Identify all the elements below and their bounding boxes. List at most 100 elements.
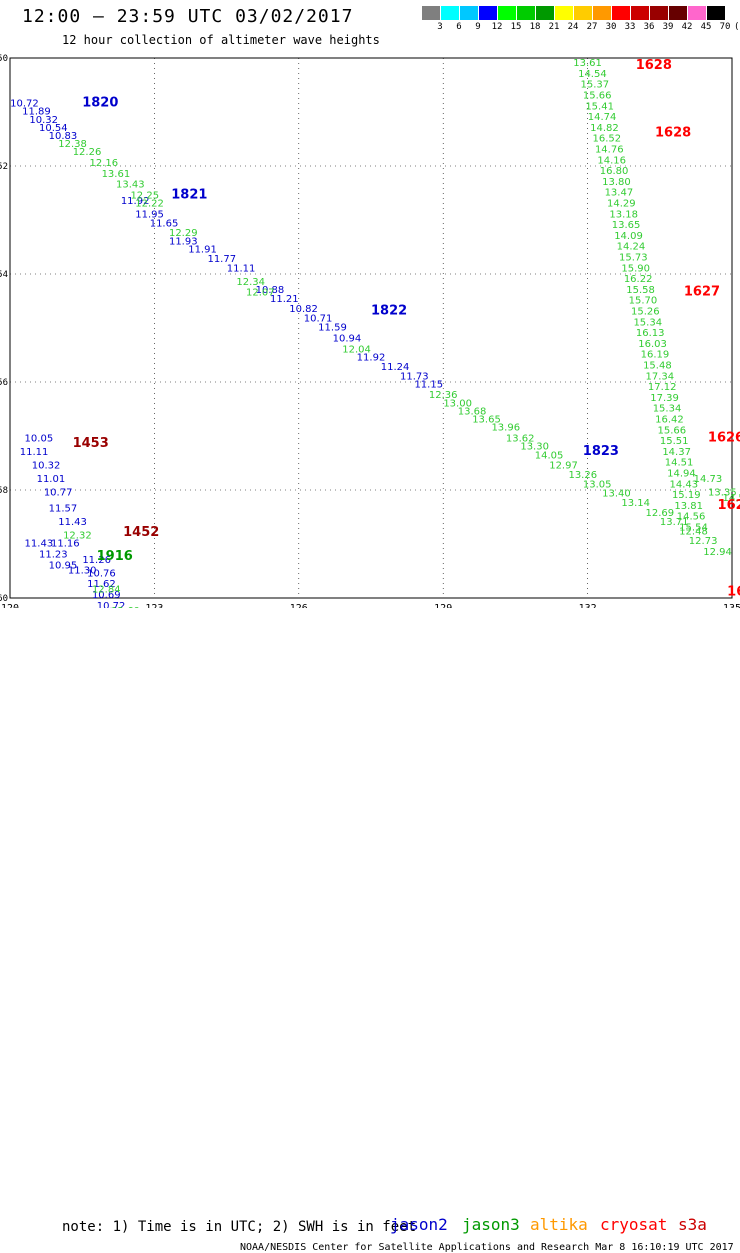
jason3-wave-height: 13.18 bbox=[609, 209, 638, 220]
scale-label: 3 bbox=[437, 22, 443, 32]
jason3-wave-height: 15.19 bbox=[672, 490, 701, 501]
jason3-wave-height: 15.26 bbox=[631, 307, 660, 318]
jason3-wave-height: 16.42 bbox=[655, 415, 684, 426]
jason3-wave-height: 15.51 bbox=[660, 436, 689, 447]
scale-label: 39 bbox=[662, 22, 674, 32]
jason3-wave-height: 15.48 bbox=[643, 361, 672, 372]
jason3-wave-height: 13.61 bbox=[573, 58, 602, 69]
plot-frame bbox=[9, 57, 733, 599]
jason3-wave-height: 13.40 bbox=[602, 488, 631, 499]
pass-id-label: 1625 bbox=[727, 584, 740, 599]
jason2-wave-height: 11.23 bbox=[39, 550, 68, 561]
jason3-wave-height: 15.58 bbox=[626, 285, 655, 296]
jason3-wave-height: 12.16 bbox=[90, 158, 119, 169]
jason2-wave-height: 11.21 bbox=[270, 294, 299, 305]
jason3-wave-height: 15.66 bbox=[583, 91, 612, 102]
jason3-wave-height: 12.32 bbox=[63, 531, 92, 542]
jason3-wave-height: 15.34 bbox=[633, 317, 662, 328]
altimeter-plot: 120 123 126 129 132 135 -50 -52 -54 -56 -58 -60 10.… bbox=[0, 54, 740, 608]
jason3-wave-height: 12.22 bbox=[135, 199, 164, 210]
jason3-wave-height: 13.81 bbox=[674, 501, 703, 512]
y-tick-label: -58 bbox=[0, 486, 8, 496]
scale-label: 9 bbox=[475, 22, 481, 32]
scale-label: 24 bbox=[567, 22, 579, 32]
jason3-wave-height: 13.14 bbox=[621, 498, 650, 509]
jason2-wave-height: 11.01 bbox=[37, 474, 66, 485]
jason3-wave-height: 12.69 bbox=[645, 508, 674, 519]
scale-swatch bbox=[612, 6, 630, 20]
jason3-wave-height: 12.25 bbox=[130, 190, 159, 201]
pass-labels: 1820182118221823182191619171453145216281… bbox=[73, 58, 740, 599]
jason3-wave-height: 15.70 bbox=[629, 296, 658, 307]
jason2-wave-height: 11.11 bbox=[20, 447, 49, 458]
jason2-wave-height: 11.43 bbox=[25, 539, 54, 550]
jason3-wave-height: 14.29 bbox=[607, 199, 636, 210]
jason3-wave-height: 13.80 bbox=[602, 177, 631, 188]
jason3-wave-height: 17.12 bbox=[648, 382, 677, 393]
pass-id-label: 1452 bbox=[123, 525, 159, 540]
jason3-wave-height: 15.90 bbox=[621, 263, 650, 274]
jason2-wave-height: 11.16 bbox=[51, 539, 80, 550]
pass-id-label: 1822 bbox=[371, 304, 407, 319]
jason3-wave-height: 17.39 bbox=[650, 393, 679, 404]
jason3-wave-height: 13.62 bbox=[506, 433, 535, 444]
jason3-wave-height: 13.43 bbox=[116, 180, 145, 191]
scale-swatch bbox=[422, 6, 440, 20]
jason3-wave-height: 13.00 bbox=[443, 398, 472, 409]
jason2-wave-height: 10.88 bbox=[256, 285, 285, 296]
scale-swatch bbox=[460, 6, 478, 20]
jason3-wave-height: 12.26 bbox=[73, 147, 102, 158]
y-tick-label: -56 bbox=[0, 378, 8, 388]
x-tick-label: 123 bbox=[145, 603, 163, 608]
pass-id-label: 1626 bbox=[708, 430, 740, 445]
scale-swatch bbox=[555, 6, 573, 20]
jason3-wave-height: 14.05 bbox=[535, 451, 564, 462]
jason2-wave-height: 10.94 bbox=[333, 334, 362, 345]
footer: note: 1) Time is in UTC; 2) SWH is in fe… bbox=[0, 608, 740, 1253]
jason2-wave-height: 10.95 bbox=[49, 560, 78, 571]
jason2-wave-height: 11.89 bbox=[22, 107, 51, 118]
scale-label: 36 bbox=[643, 22, 655, 32]
x-tick-label: 129 bbox=[434, 603, 452, 608]
scale-label: 18 bbox=[529, 22, 541, 32]
jason2-wave-height: 11.26 bbox=[82, 555, 111, 566]
scale-swatch bbox=[593, 6, 611, 20]
jason2-wave-height: 10.72 bbox=[10, 99, 39, 110]
legend-jason2: jason2 bbox=[390, 1215, 448, 1234]
jason3-wave-height: 15.54 bbox=[679, 523, 708, 534]
scale-label: 42 bbox=[681, 22, 693, 32]
scale-swatch bbox=[479, 6, 497, 20]
jason3-wave-height: 16.13 bbox=[636, 328, 665, 339]
jason3-wave-height: 16.80 bbox=[600, 166, 629, 177]
jason2-wave-height: 11.65 bbox=[150, 218, 179, 229]
scale-label: 12 bbox=[491, 22, 503, 32]
pass-id-label: 1821 bbox=[171, 187, 207, 202]
pass-id-label: 1453 bbox=[73, 436, 109, 451]
jason3-wave-height: 16.22 bbox=[624, 274, 653, 285]
jason3-wave-height: 16.19 bbox=[641, 350, 670, 361]
jason3-wave-height: 13.71 bbox=[660, 517, 689, 528]
legend-jason3: jason3 bbox=[462, 1215, 520, 1234]
jason2-wave-height: 11.57 bbox=[49, 504, 78, 515]
jason3-wave-height: 12.38 bbox=[58, 139, 87, 150]
scale-label: 6 bbox=[456, 22, 462, 32]
jason2-wave-height: 11.91 bbox=[188, 244, 217, 255]
scale-swatch bbox=[517, 6, 535, 20]
jason3-wave-height: 12.97 bbox=[549, 460, 578, 471]
jason3-wave-height: 12.48 bbox=[679, 526, 708, 537]
jason3-wave-height: 13.96 bbox=[491, 423, 520, 434]
jason3-wave-height: 14.73 bbox=[694, 474, 723, 485]
jason3-wave-height: 14.82 bbox=[590, 123, 619, 134]
jason3-wave-height: 16.52 bbox=[593, 134, 622, 145]
credit-line: NOAA/NESDIS Center for Satellite Applica… bbox=[240, 1242, 734, 1253]
jason3-wave-height: 15.41 bbox=[585, 101, 614, 112]
jason2-wave-height: 10.83 bbox=[49, 131, 78, 142]
jason3-wave-height: 14.74 bbox=[588, 112, 617, 123]
jason2-wave-height: 11.43 bbox=[58, 517, 87, 528]
units-note: note: 1) Time is in UTC; 2) SWH is in fe… bbox=[62, 1219, 417, 1235]
jason2-wave-height: 11.92 bbox=[121, 196, 150, 207]
jason3-wave-height: 14.54 bbox=[578, 69, 607, 80]
jason2-wave-height: 10.69 bbox=[92, 590, 121, 601]
jason3-wave-height: 13.35 bbox=[708, 487, 737, 498]
